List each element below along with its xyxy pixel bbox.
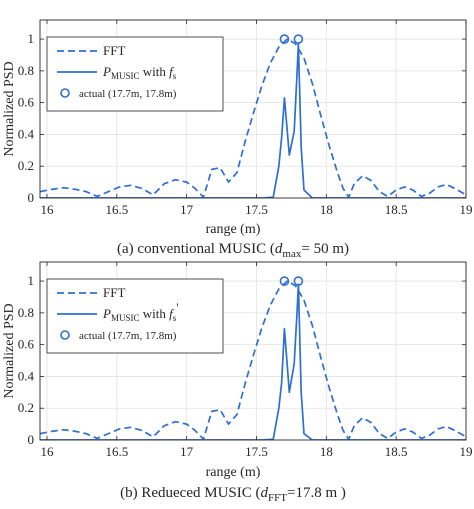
y-tick-label: 0	[28, 432, 35, 447]
x-tick-label: 19	[460, 202, 473, 217]
fft-series-line	[40, 280, 466, 440]
legend-label: actual (17.7m, 17.8m)	[79, 88, 177, 100]
legend-box	[46, 278, 224, 354]
series-group	[40, 38, 466, 198]
x-tick-label: 17	[180, 444, 194, 459]
y-tick-label: 1	[28, 273, 35, 288]
legend-label: PMUSIC with fs'	[102, 300, 179, 323]
chart-a: 16 16.5 17 17.5 18 18.5 19 0 0.2 0.4 0.6 0.8 1 range …	[2, 19, 473, 260]
legend-label: FFT	[103, 285, 125, 300]
y-tick-label: 0.4	[18, 368, 35, 383]
legend-label: PMUSIC with fs	[102, 64, 177, 81]
x-tick-label: 16	[40, 202, 54, 217]
legend-box	[46, 36, 224, 112]
legend-label: actual (17.7m, 17.8m)	[79, 330, 177, 342]
axes-frame	[39, 261, 467, 441]
figure-caption: (b) Redueced MUSIC (dFFT=17.8 m )	[120, 485, 346, 504]
x-axis-label: range (m)	[206, 222, 261, 237]
y-tick-label: 0.6	[18, 95, 35, 110]
y-tick-label: 0.8	[18, 305, 34, 320]
legend: FFT PMUSIC with fs actual (17.7m, 17.8m)	[46, 36, 224, 112]
music-series-line	[40, 42, 466, 198]
x-axis-label: range (m)	[206, 465, 261, 480]
y-axis-label: Normalized PSD	[2, 61, 17, 156]
series-group	[40, 280, 466, 440]
fft-series-line	[40, 38, 466, 198]
x-tick-label: 16.5	[105, 202, 128, 217]
axes-frame	[39, 19, 467, 199]
y-tick-label: 0.8	[18, 63, 34, 78]
chart-b: 16 16.5 17 17.5 18 18.5 19 0 0.2 0.4 0.6 0.8 1 range …	[2, 261, 473, 504]
legend-swatch-marker	[60, 88, 70, 98]
x-tick-label: 17	[180, 202, 194, 217]
actual-marker-point	[293, 276, 304, 286]
music-series-line	[40, 283, 466, 440]
x-tick-label: 17.5	[245, 444, 268, 459]
actual-marker-point	[293, 34, 304, 44]
actual-marker-point	[279, 34, 290, 44]
x-tick-label: 16.5	[105, 444, 128, 459]
legend-swatch-marker	[60, 330, 70, 340]
y-axis-label: Normalized PSD	[2, 303, 17, 398]
figure-caption: (a) conventional MUSIC (dmax= 50 m)	[117, 241, 349, 260]
x-tick-label: 18.5	[385, 444, 408, 459]
x-tick-label: 19	[460, 444, 473, 459]
y-tick-label: 0.4	[18, 126, 35, 141]
legend-label: FFT	[103, 43, 125, 58]
x-tick-label: 16	[40, 444, 54, 459]
x-tick-label: 18	[320, 444, 333, 459]
y-tick-label: 0	[28, 190, 35, 205]
y-tick-label: 1	[28, 31, 35, 46]
x-tick-label: 17.5	[245, 202, 268, 217]
y-tick-label: 0.2	[18, 158, 34, 173]
x-tick-label: 18	[320, 202, 333, 217]
y-tick-label: 0.2	[18, 400, 34, 415]
y-tick-label: 0.6	[18, 337, 35, 352]
actual-marker-point	[279, 276, 290, 286]
x-tick-label: 18.5	[385, 202, 408, 217]
